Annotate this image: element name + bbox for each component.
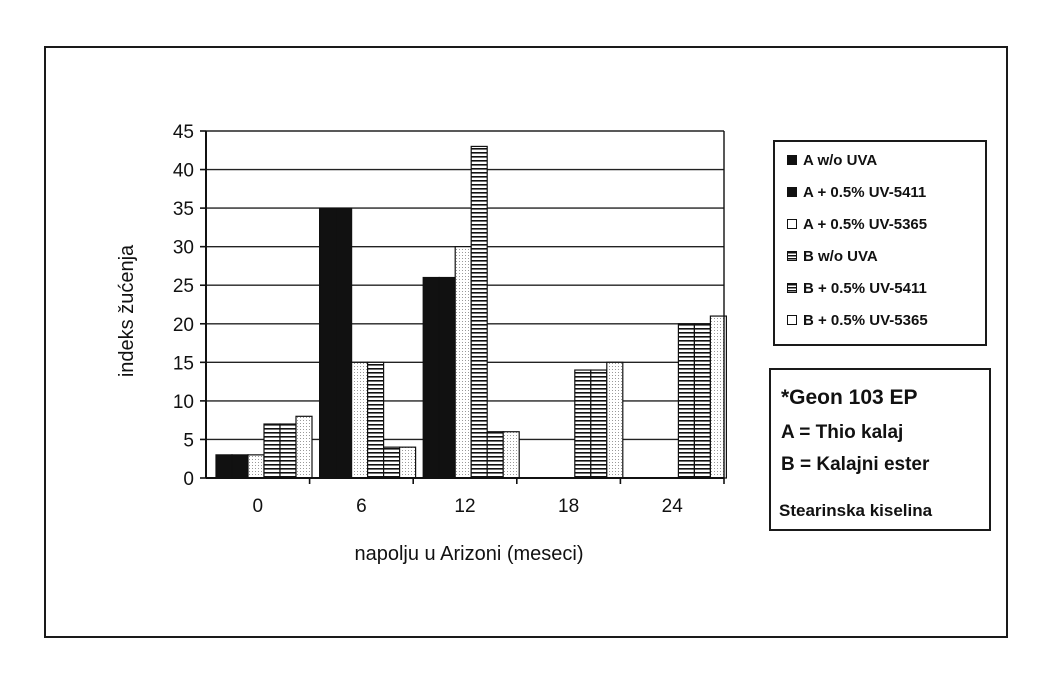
bar	[502, 431, 520, 479]
bar	[606, 361, 624, 479]
legend-item: A + 0.5% UV-5365	[787, 214, 927, 234]
gridlines	[206, 130, 724, 441]
tick-labels: 0 5 10 15 20 25 30 35 40 45 0 6 12 18 24	[173, 122, 683, 517]
bar	[295, 415, 313, 479]
bar	[215, 454, 233, 479]
y-tick-label: 35	[173, 199, 194, 220]
legend-swatch	[787, 251, 797, 261]
y-tick-label: 15	[173, 353, 194, 374]
y-tick-label: 25	[173, 276, 194, 297]
bar	[351, 361, 369, 479]
legend-item: A w/o UVA	[787, 150, 877, 170]
bar	[454, 246, 472, 479]
note-title: *Geon 103 EP	[781, 386, 918, 409]
bar	[247, 454, 265, 479]
x-tick-label: 6	[356, 496, 367, 517]
bar	[263, 423, 281, 479]
bar	[335, 207, 353, 479]
axes	[200, 130, 725, 484]
note-a: A = Thio kalaj	[781, 422, 904, 443]
bar	[693, 323, 712, 479]
y-tick-label: 0	[183, 469, 194, 490]
legend-swatch	[787, 187, 797, 197]
legend-swatch	[787, 219, 797, 229]
bar	[279, 423, 297, 479]
bar	[677, 323, 696, 479]
legend-swatch	[787, 155, 797, 165]
bar	[486, 431, 504, 479]
y-tick-label: 45	[173, 122, 194, 143]
note-b: B = Kalajni ester	[781, 454, 930, 475]
x-tick-label: 0	[253, 496, 264, 517]
bar	[590, 369, 608, 479]
bar	[574, 369, 592, 479]
legend-label: B + 0.5% UV-5411	[803, 279, 927, 297]
legend-label: B + 0.5% UV-5365	[803, 311, 928, 329]
bar	[383, 446, 401, 479]
legend-swatch	[787, 283, 797, 293]
legend-item: B w/o UVA	[787, 246, 878, 266]
legend-item: A + 0.5% UV-5411	[787, 182, 926, 202]
bar	[438, 276, 456, 479]
bar	[231, 454, 249, 479]
legend-swatch	[787, 315, 797, 325]
x-tick-label: 24	[662, 496, 684, 517]
bars	[215, 145, 728, 479]
y-tick-label: 20	[173, 315, 194, 336]
bar	[422, 276, 440, 479]
y-tick-label: 5	[183, 430, 194, 451]
legend: A w/o UVA A + 0.5% UV-5411 A + 0.5% UV-536…	[773, 140, 987, 346]
bar	[319, 207, 337, 479]
x-tick-label: 18	[558, 496, 579, 517]
legend-label: A w/o UVA	[803, 151, 878, 169]
chart-frame	[44, 46, 1008, 638]
bar	[399, 446, 417, 479]
bar	[470, 145, 488, 479]
y-tick-label: 30	[173, 238, 194, 259]
y-tick-label: 10	[173, 392, 194, 413]
note-box: *Geon 103 EP A = Thio kalaj B = Kalajni …	[769, 368, 991, 531]
x-tick-label: 12	[454, 496, 475, 517]
legend-label: A + 0.5% UV-5365	[803, 215, 928, 233]
y-tick-label: 40	[173, 161, 194, 182]
legend-item: B + 0.5% UV-5365	[787, 310, 928, 330]
bar	[367, 361, 385, 479]
y-axis-label: indeks žućenja	[116, 244, 138, 377]
x-axis-label: napolju u Arizoni (meseci)	[355, 543, 584, 565]
note-footer: Stearinska kiselina	[779, 501, 933, 520]
legend-label: B w/o UVA	[803, 247, 878, 265]
legend-item: B + 0.5% UV-5411	[787, 278, 927, 298]
legend-label: A + 0.5% UV-5411	[803, 183, 927, 201]
